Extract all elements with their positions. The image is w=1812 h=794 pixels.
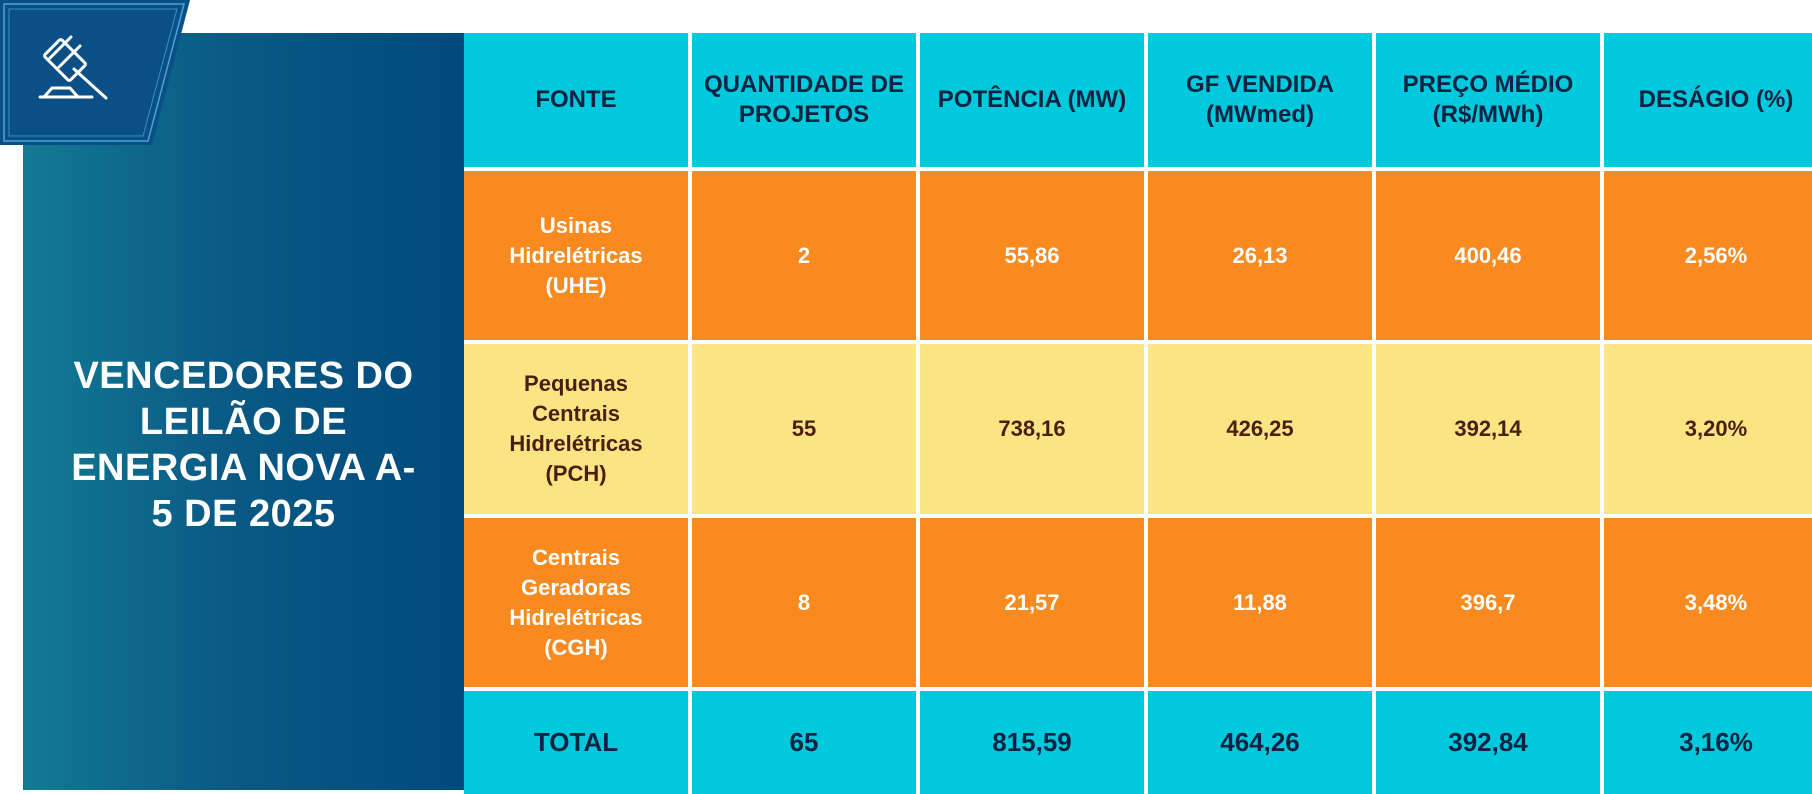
row-cgh-gf-vendida: 11,88 xyxy=(1148,518,1372,687)
results-table: FONTE QUANTIDADE DE PROJETOS POTÊNCIA (M… xyxy=(464,33,1812,794)
row-cgh-potencia: 21,57 xyxy=(920,518,1144,687)
row-cgh-preco-medio: 396,7 xyxy=(1376,518,1600,687)
header-quantidade: QUANTIDADE DE PROJETOS xyxy=(692,33,916,167)
row-pch-potencia: 738,16 xyxy=(920,344,1144,514)
total-quantidade: 65 xyxy=(692,691,916,794)
row-pch-source: Pequenas Centrais Hidrelétricas (PCH) xyxy=(464,344,688,514)
gavel-badge xyxy=(0,0,190,145)
row-pch-gf-vendida: 426,25 xyxy=(1148,344,1372,514)
total-desagio: 3,16% xyxy=(1604,691,1812,794)
row-pch-quantidade: 55 xyxy=(692,344,916,514)
row-cgh-quantidade: 8 xyxy=(692,518,916,687)
header-fonte: FONTE xyxy=(464,33,688,167)
gavel-icon xyxy=(38,35,108,100)
row-pch-desagio: 3,20% xyxy=(1604,344,1812,514)
row-uhe-desagio: 2,56% xyxy=(1604,171,1812,340)
total-preco-medio: 392,84 xyxy=(1376,691,1600,794)
row-uhe-potencia: 55,86 xyxy=(920,171,1144,340)
row-uhe-source: Usinas Hidrelétricas (UHE) xyxy=(464,171,688,340)
row-uhe-preco-medio: 400,46 xyxy=(1376,171,1600,340)
header-preco-medio: PREÇO MÉDIO (R$/MWh) xyxy=(1376,33,1600,167)
row-cgh-source: Centrais Geradoras Hidrelétricas (CGH) xyxy=(464,518,688,687)
header-desagio: DESÁGIO (%) xyxy=(1604,33,1812,167)
header-gf-vendida: GF VENDIDA (MWmed) xyxy=(1148,33,1372,167)
page-title: VENCEDORES DO LEILÃO DE ENERGIA NOVA A-5… xyxy=(71,355,416,535)
total-gf-vendida: 464,26 xyxy=(1148,691,1372,794)
title-panel: VENCEDORES DO LEILÃO DE ENERGIA NOVA A-5… xyxy=(23,33,464,790)
row-pch-preco-medio: 392,14 xyxy=(1376,344,1600,514)
row-cgh-desagio: 3,48% xyxy=(1604,518,1812,687)
header-potencia: POTÊNCIA (MW) xyxy=(920,33,1144,167)
row-uhe-gf-vendida: 26,13 xyxy=(1148,171,1372,340)
total-potencia: 815,59 xyxy=(920,691,1144,794)
row-uhe-quantidade: 2 xyxy=(692,171,916,340)
total-label: TOTAL xyxy=(464,691,688,794)
